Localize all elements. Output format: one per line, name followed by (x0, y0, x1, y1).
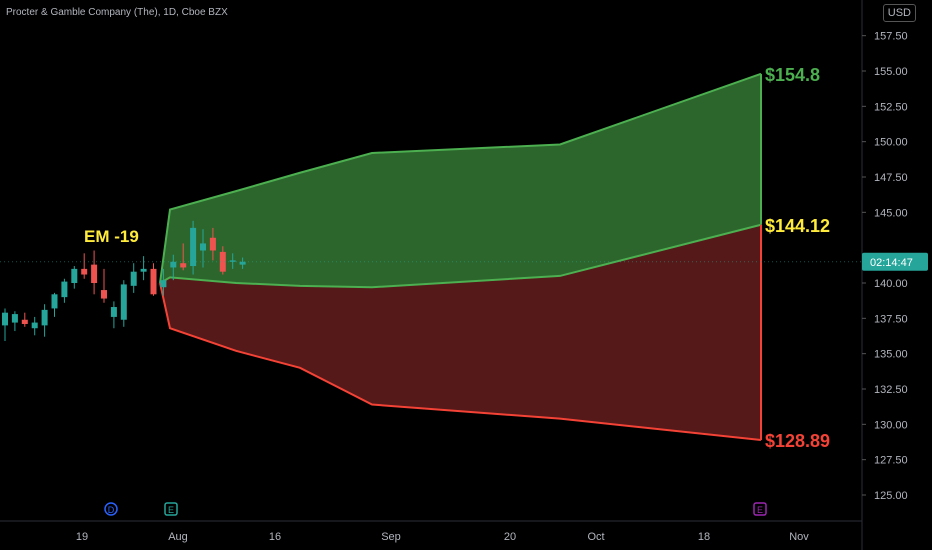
event-marker (753, 502, 767, 516)
upper-range-line (159, 72, 762, 284)
x-tick-label: Nov (789, 531, 809, 543)
x-tick-label: 19 (76, 531, 88, 543)
event-marker (164, 502, 178, 516)
candle-body (130, 271, 137, 286)
y-tick-label: 132.50 (874, 384, 908, 396)
candle-body (31, 322, 38, 329)
y-tick-label: 157.50 (874, 31, 908, 43)
y-tick-label: 155.00 (874, 66, 908, 78)
candle-body (160, 280, 167, 288)
candle-body (170, 261, 177, 268)
y-tick-label: 130.00 (874, 419, 908, 431)
price-tag-label: 02:14:47 (870, 257, 913, 269)
em-annotation: EM -19 (84, 227, 139, 246)
y-tick-label: 125.00 (874, 490, 908, 502)
event-marker-letter: E (757, 505, 763, 515)
candle-body (200, 243, 206, 251)
mid-range-line (159, 223, 762, 289)
candle-body (209, 237, 216, 251)
candle-body (61, 281, 68, 298)
candle-body (81, 268, 88, 275)
y-tick-label: 145.00 (874, 207, 908, 219)
y-tick-label: 137.50 (874, 313, 908, 325)
price-tag-box (862, 252, 928, 271)
x-tick-label: 16 (269, 531, 281, 543)
candle-body (2, 312, 8, 326)
candle-body (11, 314, 18, 323)
candle-body (110, 307, 117, 317)
candle-body (150, 268, 157, 295)
range-label: $144.12 (765, 216, 830, 236)
candle-body (41, 309, 48, 326)
currency-button[interactable]: USD (882, 4, 916, 22)
y-tick-label: 147.50 (874, 172, 908, 184)
event-marker-letter: E (168, 505, 174, 515)
candle-body (120, 284, 127, 320)
candle-body (101, 290, 107, 299)
candle-body (180, 263, 187, 268)
candle-body (140, 268, 147, 272)
x-tick-label: 20 (504, 531, 516, 543)
candle-body (21, 319, 28, 324)
event-marker (104, 502, 118, 516)
y-tick-label: 140.00 (874, 278, 908, 290)
lower-range-line (159, 282, 762, 442)
y-tick-label: 150.00 (874, 137, 908, 149)
range-label: $128.89 (765, 431, 830, 451)
x-tick-label: 18 (698, 531, 710, 543)
range-label: $154.8 (765, 65, 820, 85)
symbol-header: Procter & Gamble Company (The), 1D, Cboe… (6, 7, 228, 18)
lower-range-area (160, 224, 761, 441)
event-marker-letter: D (108, 505, 115, 515)
candle-body (51, 294, 58, 309)
y-tick-label: 127.50 (874, 455, 908, 467)
y-tick-label: 152.50 (874, 101, 908, 113)
x-tick-label: Sep (381, 531, 401, 543)
candle-body (229, 260, 236, 262)
candle-body (219, 251, 226, 272)
x-tick-label: Aug (168, 531, 188, 543)
y-tick-label: 135.00 (874, 349, 908, 361)
x-tick-label: Oct (587, 531, 604, 543)
candle-body (239, 261, 246, 265)
candle-body (190, 227, 197, 267)
candle-body (71, 268, 78, 283)
candle-body (91, 264, 98, 283)
